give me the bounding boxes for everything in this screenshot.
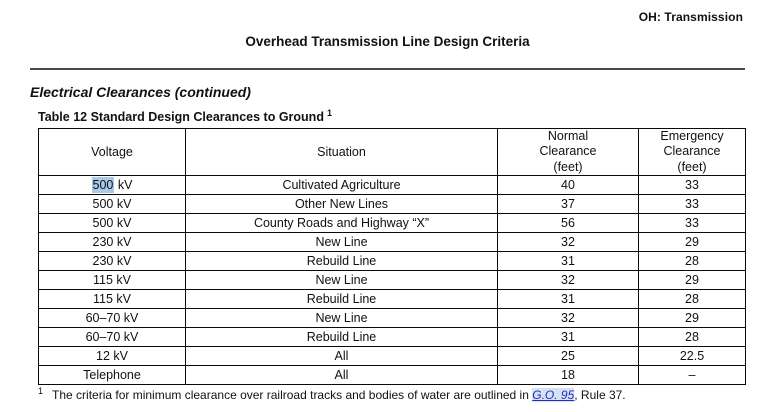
column-header-normal-clearance: Normal Clearance (feet) xyxy=(497,128,639,176)
situation-cell: County Roads and Highway “X” xyxy=(185,213,498,233)
table-row: 230 kV New Line 32 29 xyxy=(38,232,746,252)
footnote-text-before: The criteria for minimum clearance over … xyxy=(52,388,533,402)
go-95-link[interactable]: G.O. 95 xyxy=(532,388,575,402)
normal-clearance-cell: 31 xyxy=(497,251,639,271)
emergency-clearance-cell: 29 xyxy=(638,232,746,252)
normal-clearance-cell: 40 xyxy=(497,175,639,195)
search-highlight: 500 xyxy=(91,177,115,193)
table-row: 500 kV Other New Lines 37 33 xyxy=(38,194,746,214)
voltage-cell: 230 kV xyxy=(38,251,186,271)
horizontal-rule xyxy=(30,68,745,70)
clearances-table: Voltage Situation Normal Clearance (feet… xyxy=(38,128,746,385)
situation-cell: Rebuild Line xyxy=(185,289,498,309)
table-row: 60–70 kV New Line 32 29 xyxy=(38,308,746,328)
table-row: 500 kV Cultivated Agriculture 40 33 xyxy=(38,175,746,195)
emergency-clearance-cell: 28 xyxy=(638,327,746,347)
normal-clearance-cell: 32 xyxy=(497,232,639,252)
emergency-clearance-cell: 29 xyxy=(638,308,746,328)
voltage-cell: 500 kV xyxy=(38,213,186,233)
column-header-emergency-clearance: Emergency Clearance (feet) xyxy=(638,128,746,176)
table-row: 230 kV Rebuild Line 31 28 xyxy=(38,251,746,271)
situation-cell: All xyxy=(185,365,498,385)
footnote-marker: 1 xyxy=(38,386,44,396)
footnote-reference: 1 xyxy=(326,108,332,118)
voltage-cell: Telephone xyxy=(38,365,186,385)
table-row: 12 kV All 25 22.5 xyxy=(38,346,746,366)
table-caption: Table 12 Standard Design Clearances to G… xyxy=(38,108,332,124)
table-row: Telephone All 18 – xyxy=(38,365,746,385)
table-caption-text: Table 12 Standard Design Clearances to G… xyxy=(38,110,324,125)
situation-cell: Other New Lines xyxy=(185,194,498,214)
voltage-cell: 500 kV xyxy=(38,175,186,195)
emergency-clearance-cell: 22.5 xyxy=(638,346,746,366)
emergency-clearance-cell: 33 xyxy=(638,213,746,233)
situation-cell: Cultivated Agriculture xyxy=(185,175,498,195)
situation-cell: Rebuild Line xyxy=(185,327,498,347)
voltage-cell: 500 kV xyxy=(38,194,186,214)
normal-clearance-cell: 56 xyxy=(497,213,639,233)
normal-clearance-cell: 31 xyxy=(497,289,639,309)
footnote-text-after: , Rule 37. xyxy=(574,388,626,402)
table-row: 60–70 kV Rebuild Line 31 28 xyxy=(38,327,746,347)
voltage-text: kV xyxy=(114,178,133,192)
situation-cell: New Line xyxy=(185,308,498,328)
table-header-row: Voltage Situation Normal Clearance (feet… xyxy=(38,128,746,176)
emergency-clearance-cell: – xyxy=(638,365,746,385)
situation-cell: Rebuild Line xyxy=(185,251,498,271)
normal-clearance-cell: 37 xyxy=(497,194,639,214)
footnote: 1 The criteria for minimum clearance over… xyxy=(38,386,748,402)
situation-cell: New Line xyxy=(185,270,498,290)
emergency-clearance-cell: 28 xyxy=(638,289,746,309)
voltage-cell: 12 kV xyxy=(38,346,186,366)
voltage-cell: 115 kV xyxy=(38,289,186,309)
voltage-cell: 60–70 kV xyxy=(38,308,186,328)
table-row: 115 kV New Line 32 29 xyxy=(38,270,746,290)
column-header-situation: Situation xyxy=(185,128,498,176)
emergency-clearance-cell: 33 xyxy=(638,175,746,195)
column-header-voltage: Voltage xyxy=(38,128,186,176)
emergency-clearance-cell: 33 xyxy=(638,194,746,214)
voltage-cell: 60–70 kV xyxy=(38,327,186,347)
table-row: 115 kV Rebuild Line 31 28 xyxy=(38,289,746,309)
document-title: Overhead Transmission Line Design Criter… xyxy=(245,34,530,49)
normal-clearance-cell: 32 xyxy=(497,308,639,328)
normal-clearance-cell: 18 xyxy=(497,365,639,385)
emergency-clearance-cell: 29 xyxy=(638,270,746,290)
page-corner-label: OH: Transmission xyxy=(638,10,743,24)
voltage-cell: 230 kV xyxy=(38,232,186,252)
normal-clearance-cell: 25 xyxy=(497,346,639,366)
section-heading: Electrical Clearances (continued) xyxy=(30,84,251,100)
normal-clearance-cell: 31 xyxy=(497,327,639,347)
situation-cell: All xyxy=(185,346,498,366)
normal-clearance-cell: 32 xyxy=(497,270,639,290)
table-row: 500 kV County Roads and Highway “X” 56 3… xyxy=(38,213,746,233)
emergency-clearance-cell: 28 xyxy=(638,251,746,271)
situation-cell: New Line xyxy=(185,232,498,252)
voltage-cell: 115 kV xyxy=(38,270,186,290)
